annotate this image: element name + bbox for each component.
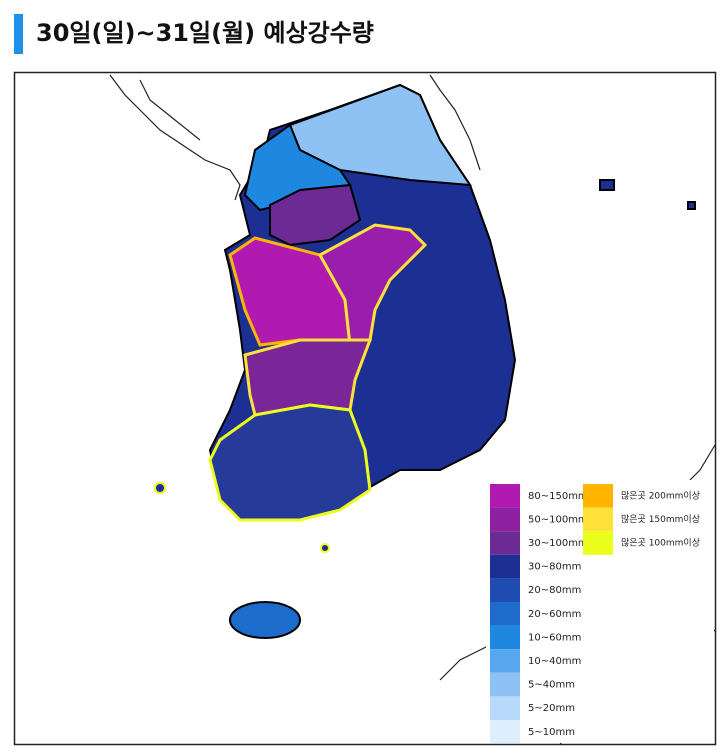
- legend-label: 많은곳 200mm이상: [621, 490, 700, 501]
- legend-label: 많은곳 150mm이상: [621, 514, 700, 525]
- legend-label: 많은곳 100mm이상: [621, 538, 700, 549]
- legend-swatch: [490, 578, 520, 602]
- legend-label: 10~40mm: [528, 656, 581, 667]
- island: [320, 543, 330, 553]
- coastline: [429, 74, 481, 171]
- region: [317, 223, 428, 347]
- legend-swatch: [583, 531, 613, 555]
- legend-swatch: [490, 602, 520, 626]
- legend-label: 80~150mm: [528, 491, 588, 502]
- legend-label: 5~40mm: [528, 680, 575, 691]
- legend-swatch: [583, 484, 613, 508]
- island: [154, 482, 166, 494]
- legend-label: 30~80mm: [528, 562, 581, 573]
- title-bar: [14, 14, 23, 54]
- legend-label: 10~60mm: [528, 632, 581, 643]
- island: [599, 179, 615, 191]
- legend-swatch: [490, 672, 520, 697]
- coastline: [139, 79, 201, 141]
- legend-label: 30~100mm: [528, 538, 588, 549]
- korea-map: [154, 83, 696, 639]
- legend-swatch: [490, 484, 520, 508]
- region: [269, 183, 362, 247]
- title: 30일(일)~31일(월) 예상강수량: [36, 19, 374, 47]
- legend-swatch: [490, 554, 520, 579]
- legend-label: 50~100mm: [528, 514, 588, 525]
- legend-swatch: [490, 696, 520, 720]
- legend-swatch: [583, 507, 613, 532]
- legend-label: 20~80mm: [528, 585, 581, 596]
- coastline: [109, 74, 241, 201]
- legend-label: 20~60mm: [528, 609, 581, 620]
- jeju: [229, 601, 301, 639]
- region: [208, 403, 372, 522]
- legend-label: 5~20mm: [528, 703, 575, 714]
- coastline: [689, 444, 716, 481]
- legend-swatch: [490, 720, 520, 744]
- island: [687, 201, 696, 210]
- region: [243, 338, 373, 417]
- legend-swatch: [490, 507, 520, 532]
- legend-swatch: [490, 625, 520, 650]
- legend-swatch: [490, 649, 520, 673]
- legend: 80~150mm 50~100mm 30~100mm 30~80mm 20~80mm 20…: [486, 480, 714, 744]
- legend-swatch: [490, 531, 520, 555]
- legend-label: 5~10mm: [528, 727, 575, 738]
